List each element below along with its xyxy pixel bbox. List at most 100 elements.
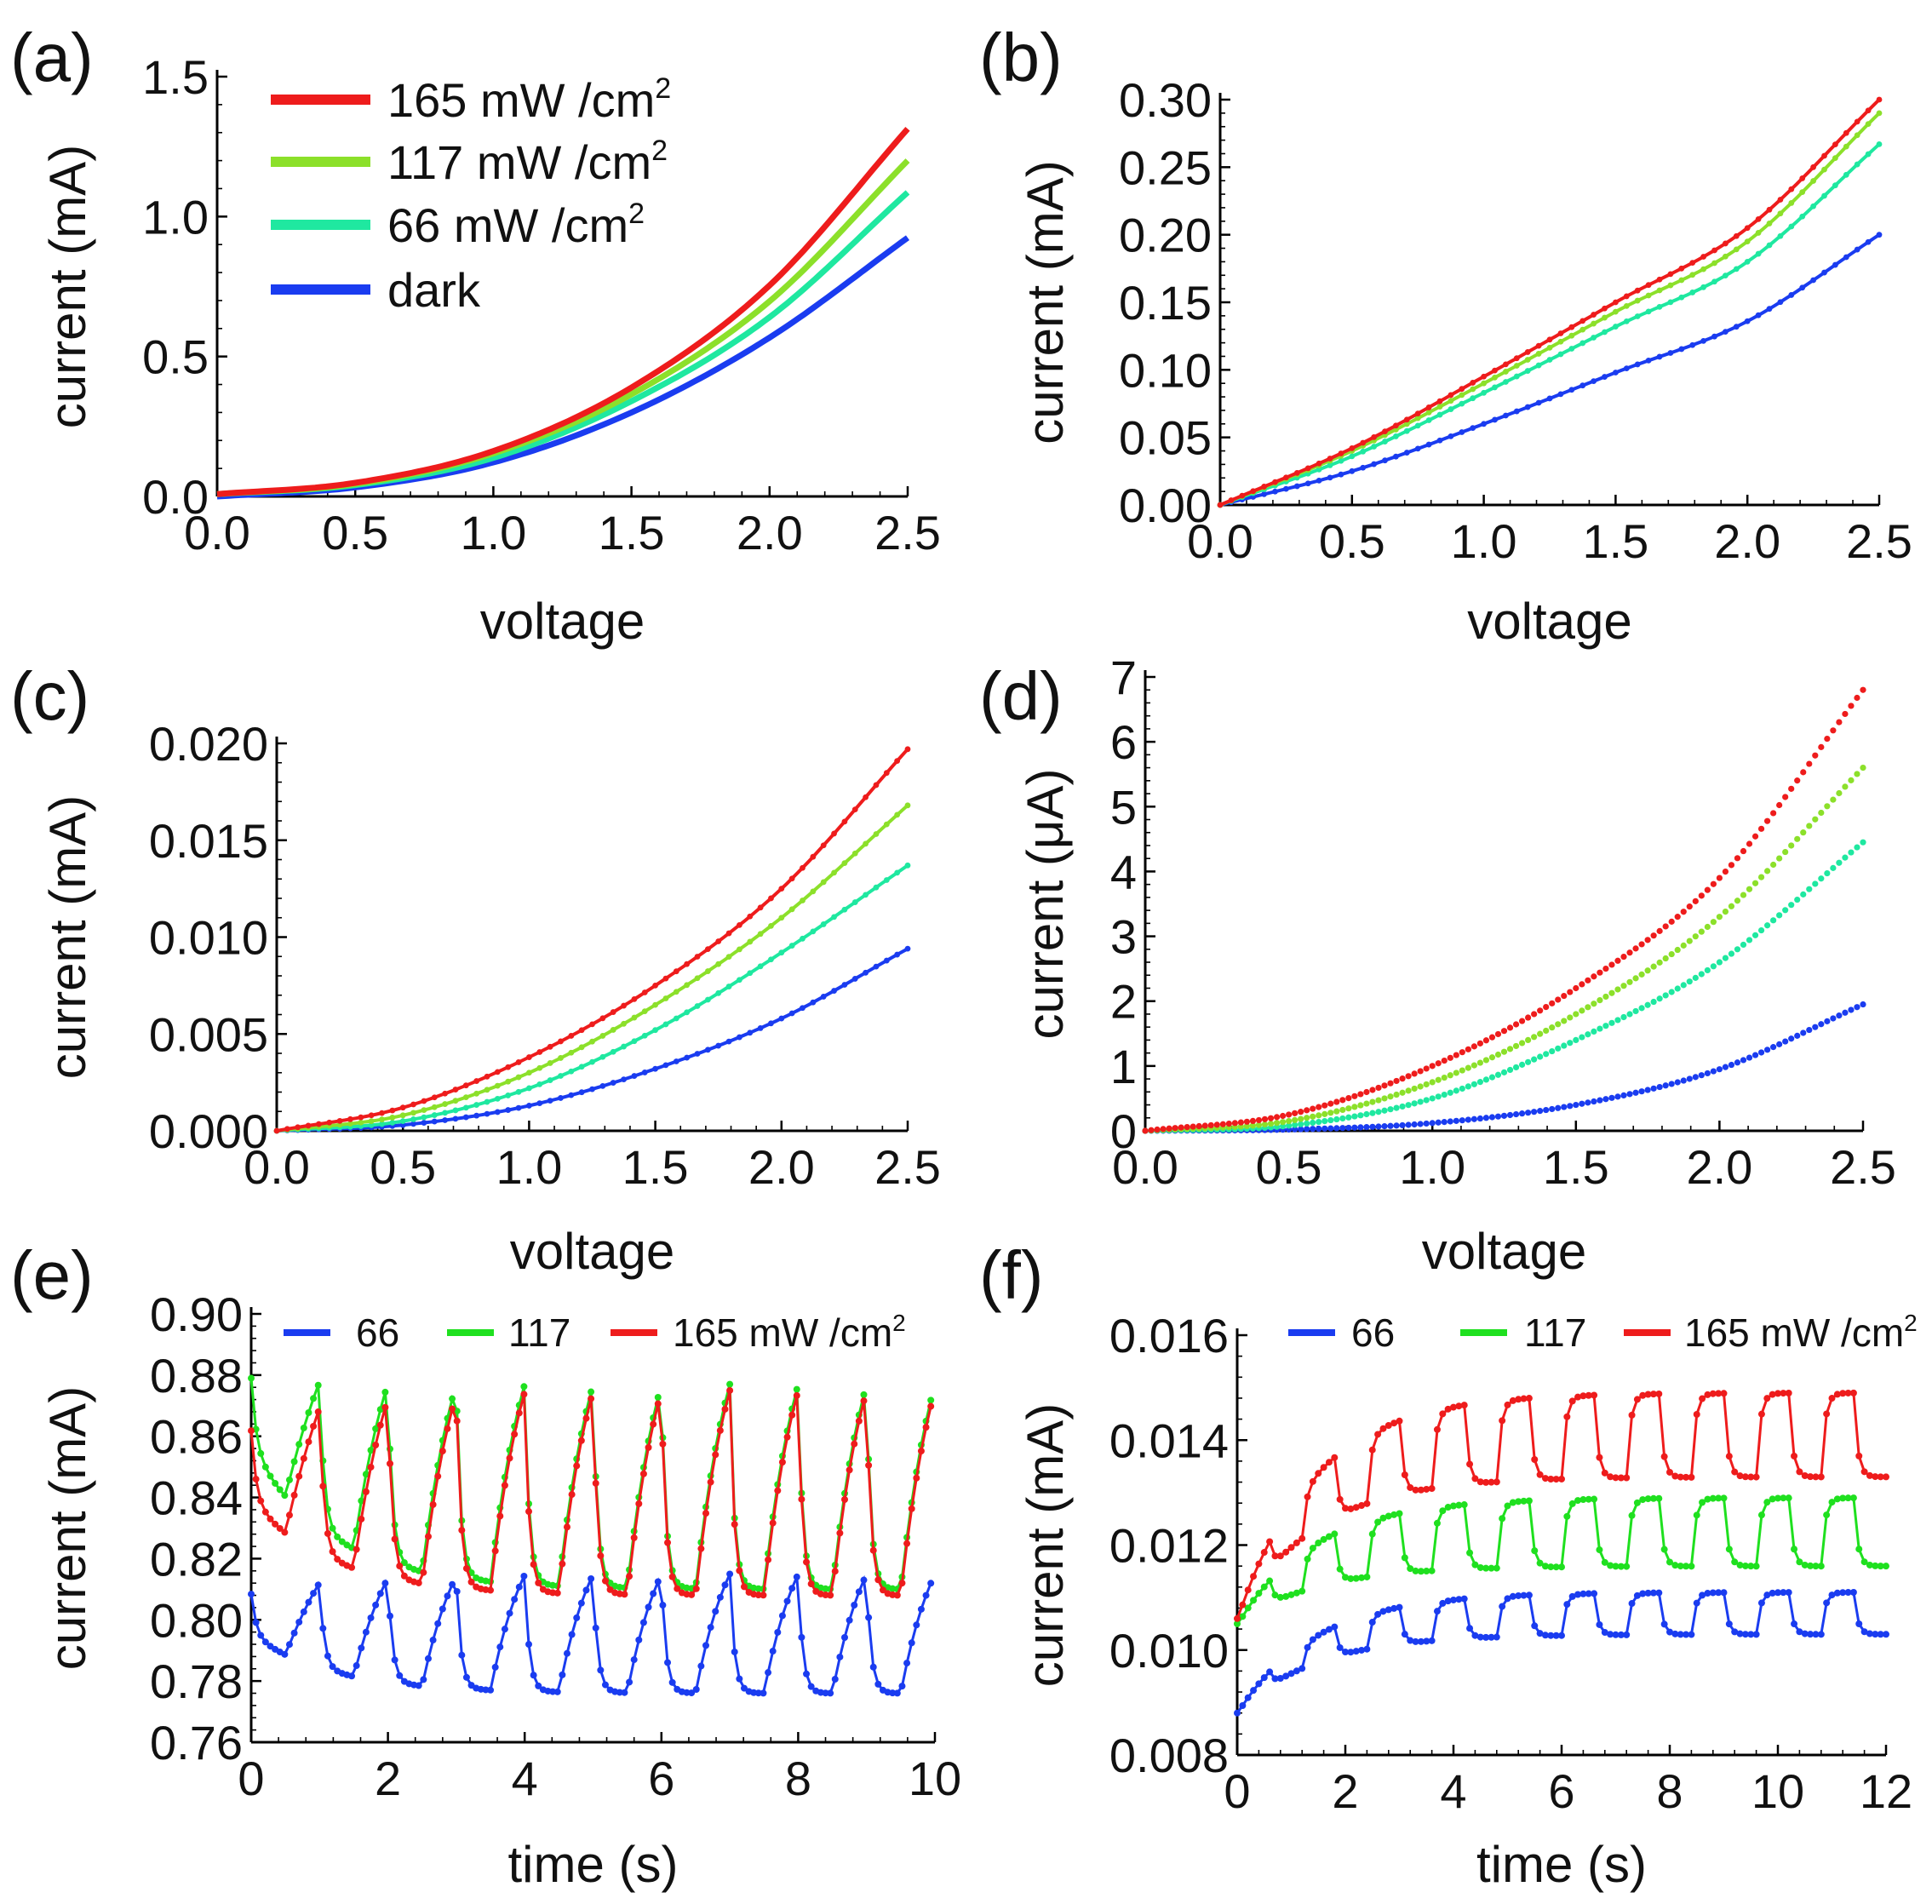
data-point-b-3	[1448, 433, 1454, 439]
data-point-c-3	[673, 1058, 679, 1064]
data-point-b-3	[1304, 480, 1311, 487]
data-point-f-1	[1585, 1495, 1592, 1503]
data-point-d-3	[1567, 1103, 1574, 1110]
data-point-e-1	[520, 1383, 528, 1391]
data-point-d-2	[1757, 926, 1765, 934]
data-point-f-1	[1849, 1494, 1857, 1502]
data-point-d-0	[1178, 1124, 1184, 1131]
data-point-c-2	[536, 1081, 543, 1087]
legend-e-sup-165: 2	[892, 1310, 906, 1336]
data-point-f-2	[1731, 1468, 1739, 1476]
data-point-f-1	[1883, 1563, 1889, 1570]
data-point-f-1	[1428, 1567, 1436, 1574]
data-point-f-0	[1644, 1589, 1652, 1597]
data-point-c-2	[494, 1095, 501, 1102]
data-point-f-2	[1558, 1475, 1565, 1482]
data-point-b-3	[1579, 382, 1586, 389]
data-point-e-0	[692, 1685, 700, 1693]
data-point-f-2	[1747, 1473, 1755, 1481]
data-point-b-2	[1349, 453, 1356, 460]
data-point-e-1	[372, 1425, 380, 1432]
series-line-f-0	[1235, 1591, 1886, 1714]
data-point-f-0	[1801, 1630, 1809, 1637]
data-point-c-0	[316, 1121, 322, 1127]
data-point-b-2	[1634, 313, 1641, 319]
data-point-f-2	[1828, 1395, 1836, 1402]
data-point-f-0	[1720, 1589, 1728, 1597]
data-point-f-2	[1315, 1470, 1322, 1477]
data-point-b-2	[1645, 308, 1652, 315]
data-point-d-0	[1512, 1021, 1520, 1028]
data-point-d-2	[1573, 1036, 1579, 1043]
y-tick-label-d: 6	[1110, 715, 1137, 769]
data-point-d-1	[1518, 1040, 1526, 1047]
data-point-c-2	[810, 928, 817, 935]
data-point-c-1	[431, 1104, 438, 1110]
data-point-f-1	[1612, 1563, 1620, 1570]
data-point-f-2	[1563, 1413, 1571, 1420]
data-point-f-0	[1780, 1589, 1787, 1597]
data-point-d-2	[1626, 1011, 1633, 1018]
data-point-f-1	[1807, 1562, 1814, 1569]
data-point-f-2	[1785, 1390, 1792, 1397]
data-point-c-1	[704, 968, 711, 974]
data-point-e-1	[290, 1458, 298, 1465]
data-point-b-3	[1700, 337, 1706, 344]
data-point-f-1	[1455, 1501, 1463, 1509]
data-point-f-2	[1699, 1395, 1706, 1402]
data-point-e-2	[716, 1426, 724, 1434]
data-point-c-3	[768, 1020, 774, 1027]
data-point-c-3	[473, 1112, 480, 1119]
data-point-e-2	[664, 1539, 672, 1546]
data-point-d-1	[1776, 855, 1783, 862]
data-point-b-1	[1667, 282, 1674, 289]
data-point-c-1	[694, 975, 701, 982]
data-point-d-2	[1782, 907, 1789, 914]
y-tick-label-d: 7	[1110, 651, 1137, 704]
data-point-d-1	[1620, 983, 1627, 989]
data-point-d-3	[1680, 1077, 1687, 1084]
data-point-d-2	[1476, 1079, 1483, 1086]
data-point-e-2	[841, 1495, 849, 1503]
data-point-b-3	[1414, 445, 1421, 452]
data-point-d-3	[1830, 1015, 1837, 1022]
data-point-b-3	[1382, 457, 1388, 464]
data-point-b-0	[1492, 367, 1498, 374]
data-point-b-0	[1217, 502, 1224, 508]
y-tick-label-d: 3	[1110, 910, 1137, 964]
data-point-e-2	[601, 1577, 609, 1585]
data-point-e-2	[261, 1508, 269, 1516]
data-point-d-2	[1788, 902, 1795, 909]
data-point-f-1	[1293, 1589, 1300, 1597]
data-point-e-2	[324, 1529, 331, 1537]
data-point-d-1	[1327, 1110, 1334, 1116]
data-point-f-1	[1780, 1494, 1787, 1502]
data-point-d-1	[1757, 874, 1765, 880]
x-tick-label-f: 10	[1751, 1764, 1804, 1818]
x-tick-label-f: 8	[1656, 1764, 1683, 1818]
data-point-b-3	[1744, 318, 1751, 324]
data-point-f-2	[1266, 1538, 1274, 1546]
data-point-f-1	[1396, 1510, 1403, 1517]
data-point-c-3	[788, 1010, 795, 1017]
data-point-b-3	[1733, 324, 1740, 330]
data-point-e-0	[841, 1633, 849, 1641]
data-point-d-2	[1650, 998, 1657, 1006]
data-point-c-3	[484, 1110, 490, 1117]
data-point-f-2	[1374, 1431, 1382, 1438]
x-tick-label-d: 0.5	[1256, 1140, 1322, 1194]
data-point-f-1	[1342, 1574, 1349, 1581]
data-point-f-1	[1828, 1499, 1836, 1506]
data-point-b-3	[1766, 306, 1773, 313]
data-point-e-2	[511, 1431, 519, 1438]
data-point-c-1	[873, 831, 880, 837]
x-tick-label-e: 0	[238, 1752, 264, 1805]
data-point-b-2	[1656, 303, 1663, 310]
data-point-b-2	[1744, 259, 1751, 265]
data-point-e-2	[869, 1546, 877, 1554]
data-point-d-0	[1692, 898, 1699, 904]
data-point-d-3	[1482, 1115, 1490, 1121]
data-point-f-1	[1439, 1507, 1447, 1515]
data-point-d-2	[1327, 1116, 1334, 1124]
data-point-d-0	[1638, 941, 1645, 948]
